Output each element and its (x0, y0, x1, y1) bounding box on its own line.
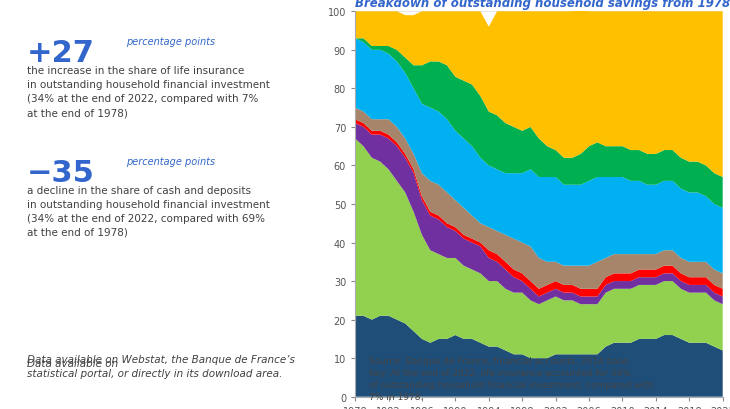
Text: a decline in the share of cash and deposits
in outstanding household financial i: a decline in the share of cash and depos… (27, 185, 270, 237)
Text: Source: Banque de France, financial accounts, 2014 base.
Key: At the end of 2022: Source: Banque de France, financial acco… (369, 357, 653, 401)
Text: percentage points: percentage points (126, 37, 215, 47)
Text: +27: +27 (27, 39, 95, 68)
Text: Data available on: Data available on (27, 358, 122, 368)
Text: Data available on Webstat, the Banque de France’s
statistical portal, or directl: Data available on Webstat, the Banque de… (27, 355, 295, 378)
Text: Data available on: Data available on (27, 374, 122, 384)
Text: Breakdown of outstanding household savings from 1978 to 2022: Breakdown of outstanding household savin… (355, 0, 730, 10)
Text: percentage points: percentage points (126, 156, 215, 166)
Text: the increase in the share of life insurance
in outstanding household financial i: the increase in the share of life insura… (27, 66, 270, 118)
Text: −35: −35 (27, 158, 95, 187)
